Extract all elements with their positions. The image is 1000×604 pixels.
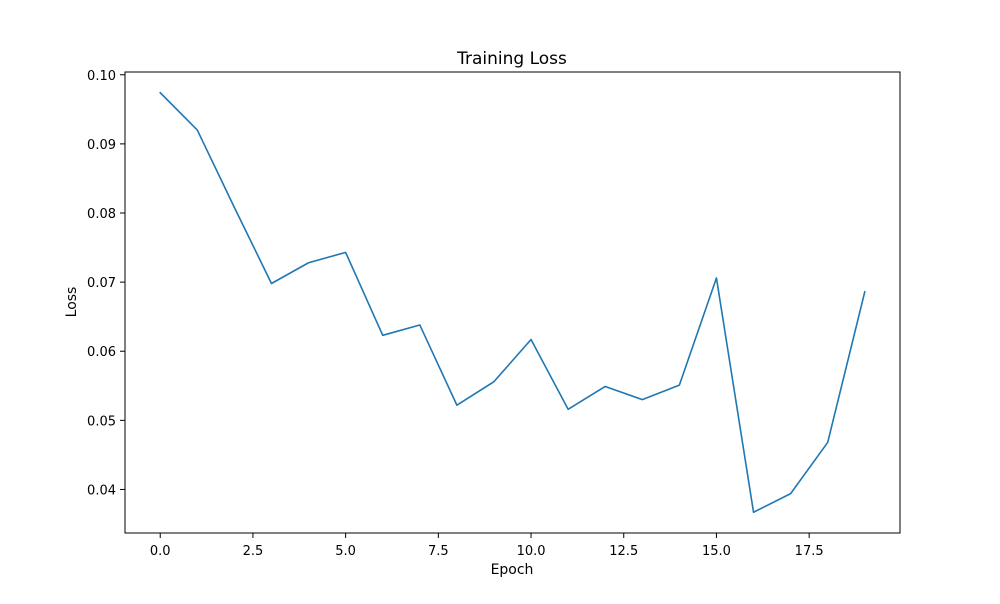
y-tick-label: 0.05 <box>87 414 116 429</box>
x-tick-label: 12.5 <box>609 544 638 559</box>
chart-title: Training Loss <box>456 49 567 69</box>
x-tick-label: 17.5 <box>795 544 824 559</box>
x-tick-label: 15.0 <box>702 544 731 559</box>
x-tick-label: 2.5 <box>243 544 264 559</box>
y-tick-label: 0.09 <box>87 138 116 153</box>
x-tick-label: 10.0 <box>517 544 546 559</box>
y-tick-label: 0.08 <box>87 207 116 222</box>
x-tick-label: 7.5 <box>428 544 449 559</box>
y-tick-label: 0.07 <box>87 276 116 291</box>
x-tick-label: 0.0 <box>150 544 171 559</box>
x-tick-label: 5.0 <box>335 544 356 559</box>
y-tick-label: 0.10 <box>87 69 116 84</box>
y-axis-label: Loss <box>64 287 80 318</box>
y-tick-label: 0.04 <box>87 483 116 498</box>
x-axis-label: Epoch <box>491 562 534 578</box>
y-tick-label: 0.06 <box>87 345 116 360</box>
